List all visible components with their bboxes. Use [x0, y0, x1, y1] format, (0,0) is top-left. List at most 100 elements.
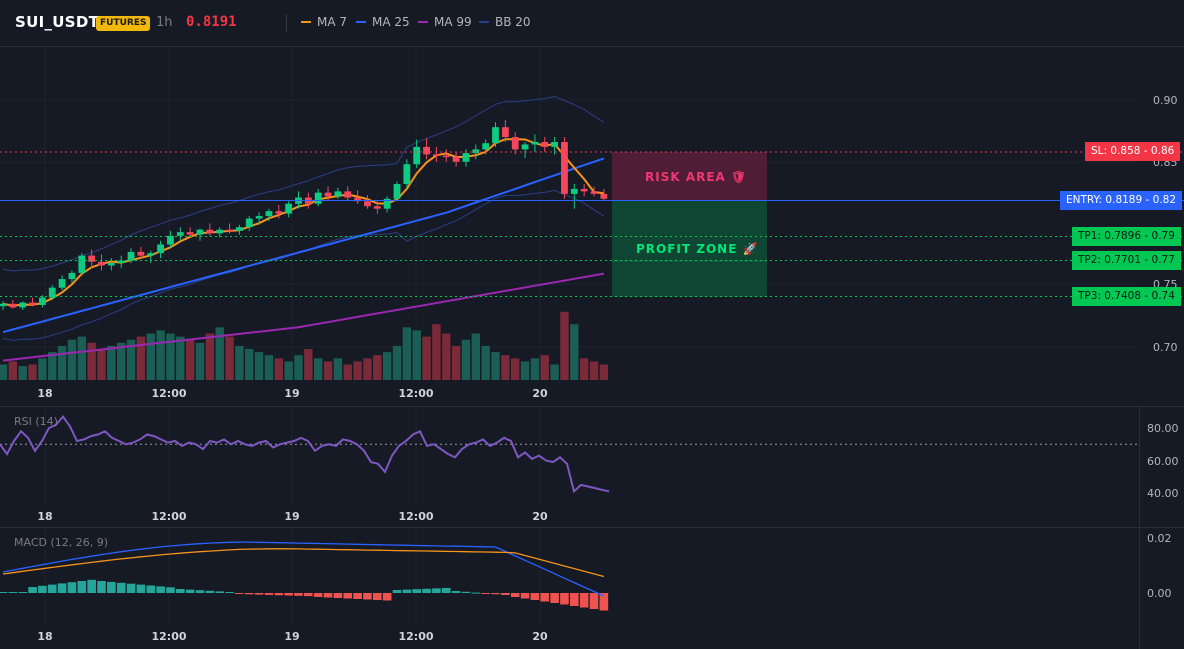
candle-body	[521, 144, 529, 150]
macd-histogram-bar	[422, 588, 431, 593]
volume-bar	[392, 345, 402, 380]
macd-histogram-bar	[116, 582, 126, 593]
volume-bar	[284, 361, 293, 380]
profit-zone-box	[612, 200, 767, 297]
rsi-tick-label: 40.00	[1147, 487, 1179, 500]
ma25-line	[2, 157, 605, 334]
candle-body	[147, 253, 155, 256]
time-tick-label: 18	[37, 630, 52, 643]
trade-zones	[612, 152, 767, 297]
volume-bar	[481, 345, 490, 380]
volume-bar	[245, 349, 254, 380]
legend-ma7[interactable]: MA 7	[301, 15, 347, 29]
candle-body	[354, 197, 361, 202]
candle-body	[393, 183, 401, 199]
candle-body	[423, 146, 430, 155]
macd-histogram-bar	[47, 584, 57, 593]
macd-histogram-bar	[176, 589, 185, 593]
volume-bar	[294, 355, 303, 380]
volume-bar	[48, 352, 57, 380]
macd-histogram-bar	[107, 581, 116, 593]
candle-body	[600, 193, 608, 199]
volume-bar	[136, 336, 146, 380]
profit-zone-label: PROFIT ZONE 🚀	[636, 242, 759, 256]
candle-body	[245, 218, 253, 228]
volume-bar	[402, 327, 412, 380]
volume-bar	[540, 355, 549, 380]
macd-histogram-bar	[491, 593, 500, 595]
volume-bar	[156, 330, 165, 380]
candle-body	[176, 232, 184, 236]
ma99-line	[2, 272, 605, 362]
macd-histogram-bar	[550, 593, 559, 603]
ma99-swatch	[418, 21, 428, 23]
volume-bar	[422, 336, 431, 380]
candle-body	[137, 251, 145, 256]
volume-bar	[442, 333, 451, 380]
time-tick-label: 18	[37, 387, 52, 400]
volume-bar	[373, 355, 382, 380]
macd-tick-label: 0.02	[1147, 532, 1172, 545]
volume-bar	[77, 336, 86, 380]
symbol-name[interactable]: SUI_USDT	[15, 13, 100, 31]
macd-histogram-bar	[195, 590, 205, 593]
macd-histogram-bar	[392, 590, 402, 593]
sl-tag[interactable]: SL: 0.858 - 0.86	[1085, 142, 1181, 161]
ma7-line	[2, 138, 605, 307]
ma25-swatch	[356, 21, 366, 23]
volume-bar	[235, 345, 244, 380]
bb20-swatch	[479, 21, 489, 23]
volume-bar	[461, 339, 471, 380]
candle-body	[88, 255, 96, 262]
candle-body	[472, 149, 480, 154]
volume-bar	[126, 339, 136, 380]
volume-bar	[304, 349, 313, 380]
time-tick-label: 19	[284, 630, 299, 643]
candle-body	[117, 260, 125, 264]
macd-histogram-bar	[520, 593, 530, 599]
candle-body	[226, 229, 233, 232]
entry-tag[interactable]: ENTRY: 0.8189 - 0.82	[1060, 191, 1183, 210]
macd-histogram-bar	[156, 586, 165, 593]
entry-label: ENTRY: 0.8189	[1066, 194, 1143, 206]
volume-bar	[146, 333, 155, 380]
macd-histogram-bar	[0, 592, 8, 593]
volume-bar	[471, 333, 480, 380]
entry-value: 0.82	[1152, 194, 1177, 206]
macd-histogram-bar	[441, 588, 451, 593]
legend-ma25[interactable]: MA 25	[356, 15, 410, 29]
macd-histogram-bar	[304, 593, 313, 597]
bb-upper	[2, 95, 605, 272]
legend-bb20[interactable]: BB 20	[479, 15, 531, 29]
volume-bar	[560, 311, 569, 380]
candle-body	[157, 244, 164, 254]
macd-histogram-bar	[579, 593, 589, 608]
macd-histogram-bar	[323, 593, 333, 598]
volume-bar	[451, 345, 461, 380]
macd-histogram-bar	[333, 593, 343, 598]
rsi-label: RSI (14)	[14, 415, 58, 428]
candle-body	[551, 141, 558, 147]
macd-histogram-bar	[205, 590, 215, 593]
volume-bar	[205, 333, 215, 380]
candle-body	[452, 156, 460, 162]
legend-ma99[interactable]: MA 99	[418, 15, 472, 29]
volume-bar	[117, 342, 126, 380]
candle-body	[561, 141, 568, 194]
tp2-tag[interactable]: TP2: 0.7701 - 0.77	[1072, 251, 1181, 270]
volume-bar	[382, 352, 392, 380]
volume-bar	[530, 358, 540, 380]
macd-histogram-bar	[67, 582, 77, 593]
sl-value: 0.86	[1150, 145, 1175, 157]
tp3-label: TP3: 0.7408	[1078, 290, 1142, 302]
timeframe-label[interactable]: 1h	[156, 15, 173, 30]
macd-histogram-bar	[570, 593, 579, 606]
tp3-tag[interactable]: TP3: 0.7408 - 0.74	[1072, 287, 1181, 306]
candle-body	[373, 206, 381, 209]
tp1-tag[interactable]: TP1: 0.7896 - 0.79	[1072, 227, 1181, 246]
macd-histogram-bar	[18, 592, 27, 593]
candle-body	[39, 297, 46, 306]
candle-body	[541, 141, 549, 147]
candle-body	[9, 303, 17, 308]
